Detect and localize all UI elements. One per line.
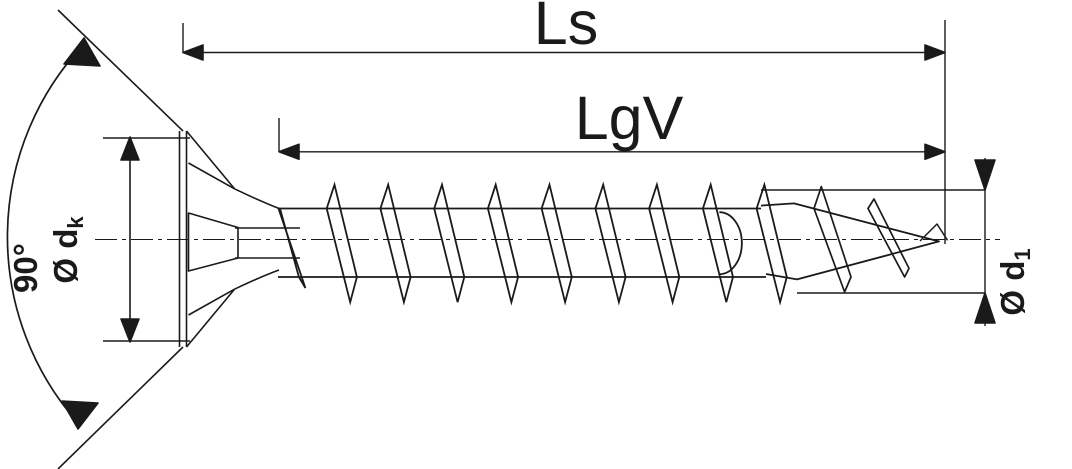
svg-text:Ls: Ls (534, 0, 598, 57)
svg-text:90°: 90° (7, 243, 44, 293)
svg-text:LgV: LgV (575, 84, 684, 152)
